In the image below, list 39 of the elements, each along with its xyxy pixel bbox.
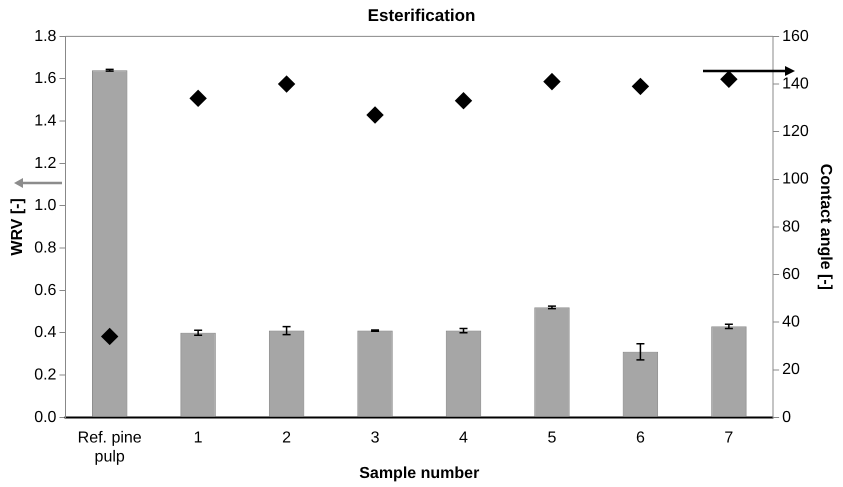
y-tick-label: 0.6 — [34, 282, 57, 299]
y2-tick-label: 80 — [782, 218, 800, 236]
y2-axis-title: Contact angle [-] — [816, 164, 834, 290]
y-tick-label: 0.4 — [34, 324, 57, 342]
y-axis-title: WRV [-] — [9, 198, 26, 256]
y-tick-label: 0.8 — [34, 239, 57, 256]
y2-tick-label: 60 — [782, 266, 800, 283]
point — [455, 92, 472, 110]
chart-title: Esterification — [368, 6, 476, 25]
y2-tick-label: 160 — [782, 28, 809, 45]
y2-tick-label: 140 — [782, 75, 809, 92]
x-axis-title: Sample number — [359, 464, 480, 482]
point — [278, 76, 296, 93]
y2-tick-label: 120 — [782, 123, 809, 140]
x-tick-label: 5 — [548, 429, 557, 446]
x-tick-label: 7 — [724, 429, 734, 446]
point — [190, 90, 207, 107]
y-tick-label: 1.2 — [34, 154, 57, 172]
x-tick-label: 4 — [459, 429, 468, 446]
x-tick-label: 3 — [370, 429, 380, 446]
y-tick-label: 1.4 — [34, 112, 57, 130]
x-tick-label: 6 — [636, 429, 645, 446]
point — [543, 73, 560, 90]
point — [366, 106, 384, 124]
y2-tick-label: 0 — [782, 408, 792, 426]
x-tick-label: Ref. pine pulp — [78, 429, 142, 466]
x-tick-label: 2 — [282, 429, 292, 446]
y2-tick-label: 100 — [782, 170, 809, 188]
y-tick-label: 0.0 — [34, 408, 57, 426]
y2-tick-label: 40 — [782, 314, 800, 331]
y2-tick-label: 20 — [782, 361, 800, 378]
x-tick-label: 1 — [194, 429, 203, 446]
point — [720, 70, 738, 88]
y-tick-label: 1.6 — [34, 70, 57, 88]
y-tick-label: 0.2 — [34, 366, 57, 384]
point — [632, 78, 649, 95]
point — [101, 328, 118, 345]
y-tick-label: 1.8 — [34, 28, 57, 45]
y-tick-label: 1.0 — [34, 197, 57, 214]
